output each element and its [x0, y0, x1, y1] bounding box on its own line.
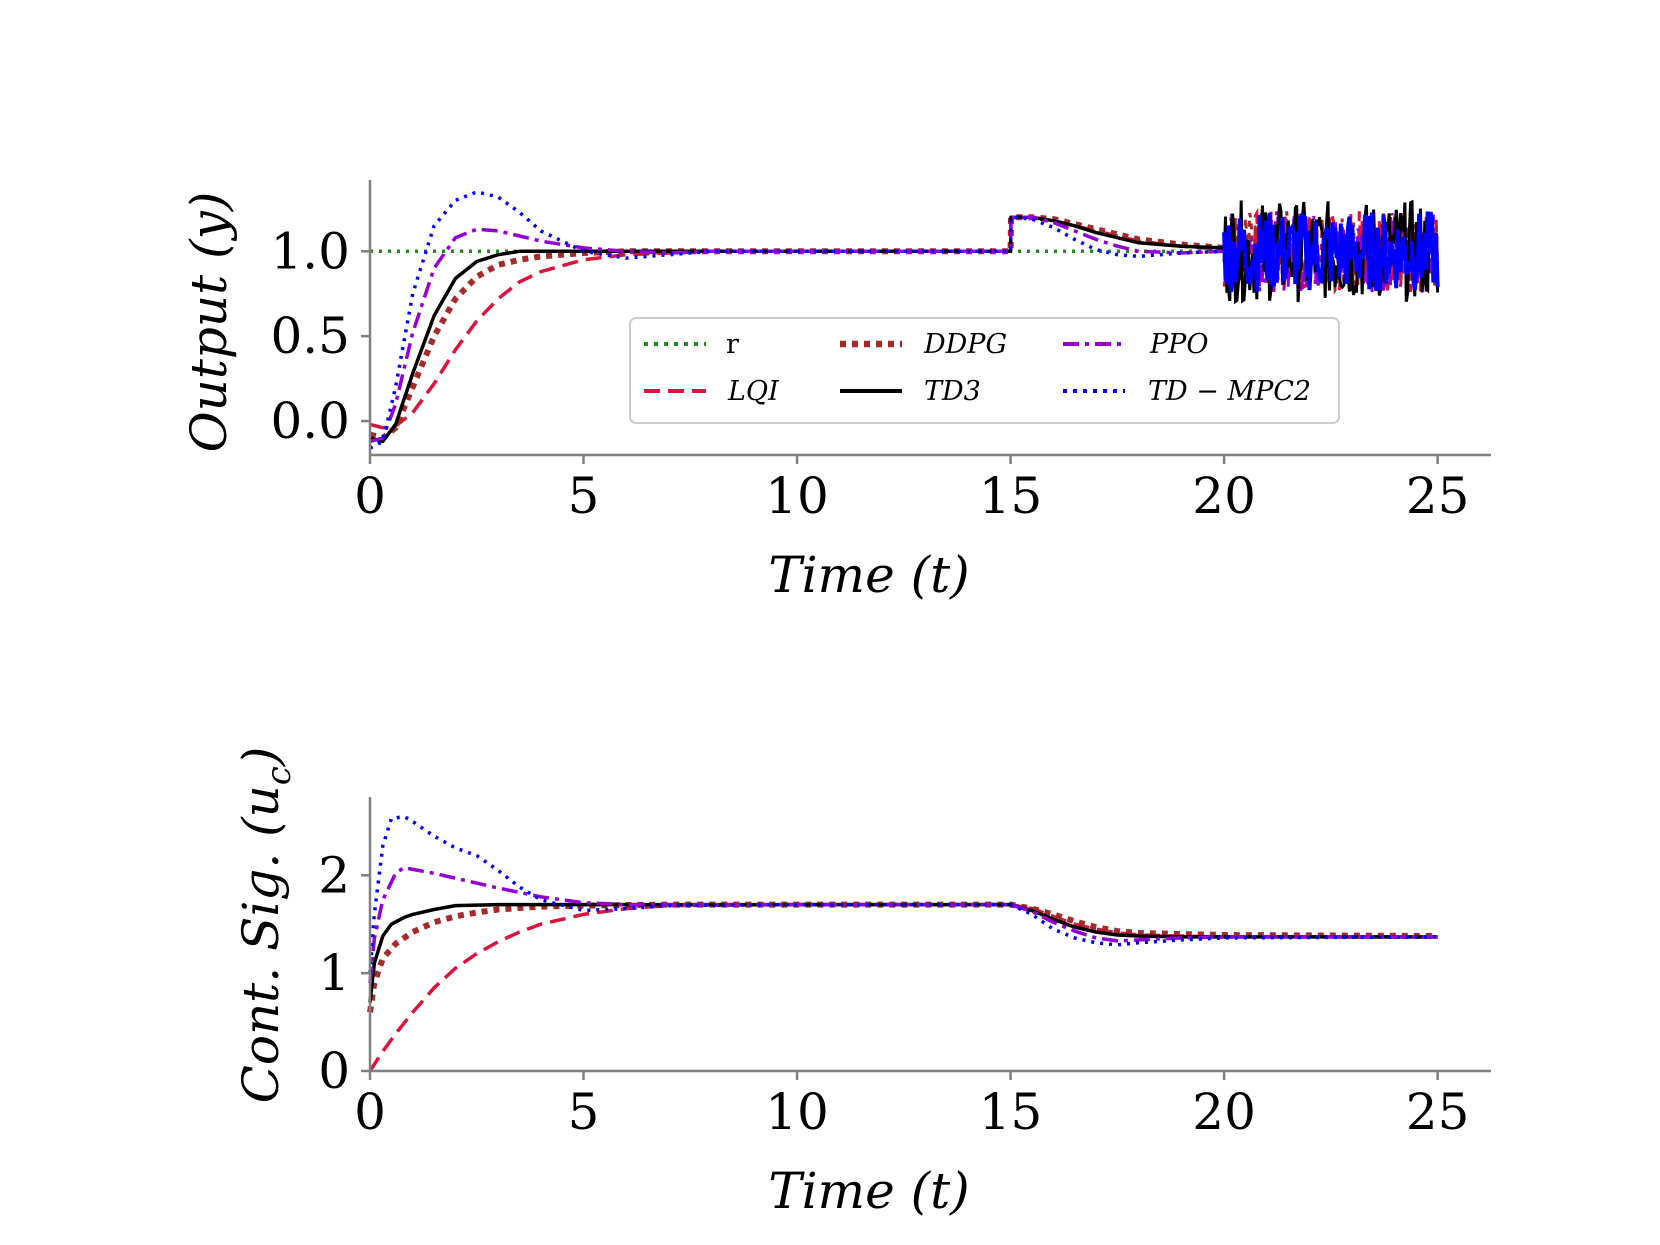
- control-signal-plot: 0 5 10 15 20 25 0 1 2 Time (t) Cont. Sig. (uc): [232, 747, 1491, 1220]
- output-xtick-label: 5: [568, 467, 600, 525]
- legend-frame: [629, 317, 1340, 424]
- control-xtick-label: 10: [765, 1083, 829, 1141]
- legend-label-ddpg: DDPG: [923, 329, 1007, 360]
- control-ytick-label: 1: [318, 944, 350, 1002]
- output-xtick-label: 15: [979, 467, 1043, 525]
- control-xtick-label: 5: [568, 1083, 600, 1141]
- output-plot: 0 5 10 15 20 250.00.51.0 Time (t) Output (y) …: [180, 180, 1491, 604]
- legend-entry-lqi: LQI: [644, 376, 780, 407]
- legend-label-td3: TD3: [924, 376, 981, 407]
- legend-label-r: r: [726, 329, 739, 360]
- x-axis-label: Time (t): [768, 546, 969, 604]
- control-line-lqi: [368, 902, 1438, 1072]
- control-xtick-label: 0: [354, 1083, 386, 1141]
- output-line-td-mpc2: [369, 190, 1225, 450]
- legend-entry-ddpg: DDPG: [840, 329, 1007, 360]
- output-ytick-label: 1.0: [270, 222, 350, 280]
- control-ytick-label: 2: [318, 846, 350, 904]
- legend-label-ppo: PPO: [1149, 329, 1208, 360]
- control-ytick-label: 0: [318, 1042, 350, 1100]
- legend-entry-td3: TD3: [840, 376, 981, 407]
- legend-entry-ppo: PPO: [1063, 329, 1208, 360]
- legend-label-tdmpc2: TD − MPC2: [1148, 376, 1311, 407]
- control-line-td-mpc2: [368, 814, 1438, 974]
- output-xtick-label: 10: [765, 467, 829, 525]
- control-series-group: [367, 814, 1438, 1072]
- control-xtick-label: 15: [979, 1083, 1043, 1141]
- output-ticks: 0 5 10 15 20 25 0.0 0.5 1.0: [270, 222, 1469, 525]
- output-xtick-label: 0: [354, 467, 386, 525]
- control-ticks: 0 5 10 15 20 25 0 1 2: [318, 846, 1469, 1141]
- output-xtick-label: 25: [1406, 467, 1470, 525]
- x-axis-label: Time (t): [768, 1162, 969, 1220]
- legend-entry-tdmpc2: TD − MPC2: [1063, 376, 1311, 407]
- output-noise-region: [1222, 199, 1440, 305]
- legend-entry-r: r: [644, 329, 739, 360]
- output-xtick-label: 20: [1192, 467, 1256, 525]
- legend: r DDPG PPO LQI TD3 TD − MPC2: [629, 317, 1340, 424]
- output-line-ppo: [369, 215, 1225, 444]
- output-noise-td-mpc2: [1222, 211, 1440, 292]
- control-xtick-label: 20: [1192, 1083, 1256, 1141]
- y-axis-label: Output (y): [180, 192, 238, 453]
- control-line-ddpg: [367, 901, 1438, 1013]
- control-xtick-label: 25: [1406, 1083, 1470, 1141]
- y-axis-label: Cont. Sig. (uc): [232, 747, 299, 1104]
- control-line-ppo: [368, 865, 1438, 984]
- control-line-td3: [368, 902, 1438, 1003]
- legend-label-lqi: LQI: [727, 376, 780, 407]
- output-ytick-label: 0.0: [270, 392, 350, 450]
- output-ytick-label: 0.5: [270, 307, 350, 365]
- output-series-group: [369, 190, 1438, 450]
- output-line-td3: [369, 215, 1225, 444]
